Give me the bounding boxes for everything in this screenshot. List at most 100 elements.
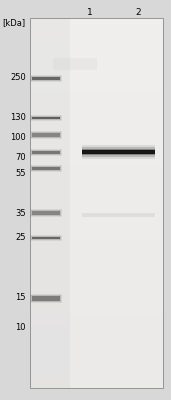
Bar [30,289,163,296]
Bar [30,252,163,260]
Bar [30,209,163,216]
Bar [32,133,60,137]
Text: 15: 15 [16,294,26,302]
Bar [30,98,163,105]
Text: 25: 25 [16,234,26,242]
Bar [32,211,60,215]
Bar [30,234,163,241]
Bar [32,237,60,239]
Bar [30,36,163,44]
Bar [30,43,163,50]
Bar [30,314,163,321]
Text: 2: 2 [135,8,141,17]
Bar [30,110,163,118]
Bar [31,210,61,216]
Bar [30,135,163,142]
Bar [30,117,163,124]
Text: 130: 130 [10,114,26,122]
Bar [30,308,163,315]
Bar [30,75,62,82]
Bar [82,145,155,159]
Bar [30,104,163,112]
Bar [30,191,163,198]
Bar [30,160,163,167]
Bar [30,357,163,364]
Bar [30,302,163,309]
Bar [30,240,163,247]
Bar [31,166,61,171]
Bar [30,86,163,93]
Bar [30,363,163,370]
Text: 55: 55 [16,168,26,178]
Bar [30,246,163,253]
Bar [30,74,163,81]
Bar [30,184,163,192]
Bar [30,18,163,25]
Bar [30,92,163,99]
Bar [30,222,163,229]
Bar [31,116,61,120]
Bar [30,165,62,172]
Bar [30,80,163,87]
Bar [82,149,155,155]
Bar [31,236,61,240]
Bar [30,18,70,388]
Text: [kDa]: [kDa] [2,18,25,27]
Bar [32,151,60,154]
Bar [30,209,62,217]
Bar [32,296,60,301]
Bar [30,115,62,121]
Bar [30,294,62,303]
Bar [30,332,163,340]
Bar [30,345,163,352]
Bar [30,382,163,389]
Bar [30,61,163,68]
Bar [30,376,163,383]
Bar [82,213,155,217]
Bar [30,123,163,130]
Bar [30,351,163,358]
Bar [30,148,163,155]
Text: 35: 35 [15,208,26,218]
Text: 100: 100 [10,134,26,142]
Bar [30,203,163,210]
Bar [30,154,163,161]
Bar [30,320,163,327]
Bar [30,18,163,388]
Bar [30,30,163,38]
Bar [30,283,163,290]
Bar [30,228,163,235]
Text: 1: 1 [87,8,93,17]
Bar [30,141,163,148]
Bar [32,167,60,170]
Bar [30,296,163,303]
Bar [30,326,163,334]
Bar [30,49,163,56]
Bar [30,166,163,173]
Bar [30,178,163,186]
Text: 250: 250 [10,74,26,82]
Bar [30,172,163,179]
FancyBboxPatch shape [53,58,97,70]
Bar [30,197,163,204]
Bar [30,235,62,241]
Bar [30,370,163,377]
Bar [30,271,163,278]
Bar [30,258,163,266]
Bar [31,132,61,138]
Text: 10: 10 [16,324,26,332]
Bar [30,215,163,222]
Bar [31,295,61,302]
Bar [82,147,155,157]
Bar [30,265,163,272]
Bar [30,55,163,62]
Text: 70: 70 [15,154,26,162]
Bar [30,277,163,284]
Bar [31,76,61,81]
Bar [30,131,62,139]
Bar [32,77,60,80]
Bar [31,150,61,155]
Bar [30,149,62,156]
Bar [30,129,163,136]
Bar [32,117,60,119]
